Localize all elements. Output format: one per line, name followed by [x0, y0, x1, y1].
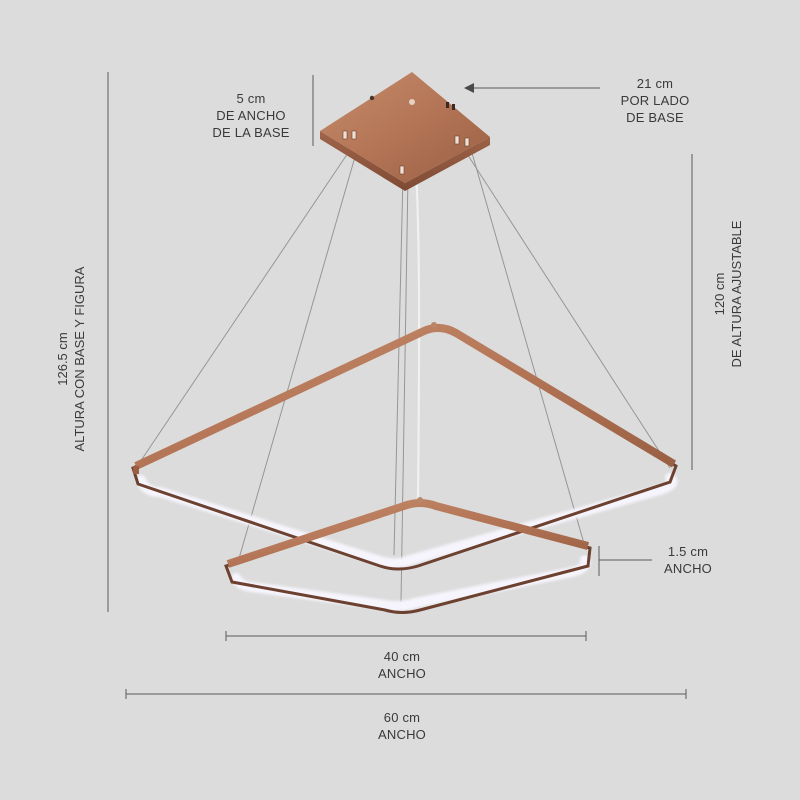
adjustable-height-value: 120 cm [712, 272, 727, 316]
label-adjustable-height: 120 cm DE ALTURA AJUSTABLE [711, 214, 745, 374]
profile-width-value: 1.5 cm [667, 544, 709, 559]
small-square-line1: ANCHO [378, 666, 426, 681]
label-base-width: 5 cm DE ANCHO DE LA BASE [196, 90, 306, 141]
profile-width-line1: ANCHO [664, 561, 712, 576]
label-base-side: 21 cm POR LADO DE BASE [600, 75, 710, 126]
small-square-ring [224, 497, 592, 614]
base-side-line1: POR LADO [620, 93, 690, 108]
base-width-value: 5 cm [236, 91, 266, 106]
adjustable-height-line1: DE ALTURA AJUSTABLE [729, 220, 744, 368]
base-side-line2: DE BASE [626, 110, 684, 125]
total-height-line1: ALTURA CON BASE Y FIGURA [72, 266, 87, 452]
base-side-value: 21 cm [636, 76, 674, 91]
large-square-value: 60 cm [383, 710, 421, 725]
arrow-left-icon [464, 83, 474, 93]
label-profile-width: 1.5 cm ANCHO [650, 543, 726, 577]
total-height-value: 126.5 cm [55, 332, 70, 386]
base-width-line1: DE ANCHO [216, 108, 286, 123]
label-large-square: 60 cm ANCHO [352, 709, 452, 743]
base-width-line2: DE LA BASE [212, 125, 290, 140]
suspension-cables [139, 145, 671, 603]
label-total-height: 126.5 cm ALTURA CON BASE Y FIGURA [54, 259, 88, 459]
small-square-value: 40 cm [383, 649, 421, 664]
large-square-ring [131, 322, 678, 571]
label-small-square: 40 cm ANCHO [352, 648, 452, 682]
large-square-line1: ANCHO [378, 727, 426, 742]
dimension-lines [107, 72, 693, 699]
ceiling-base [320, 72, 490, 191]
